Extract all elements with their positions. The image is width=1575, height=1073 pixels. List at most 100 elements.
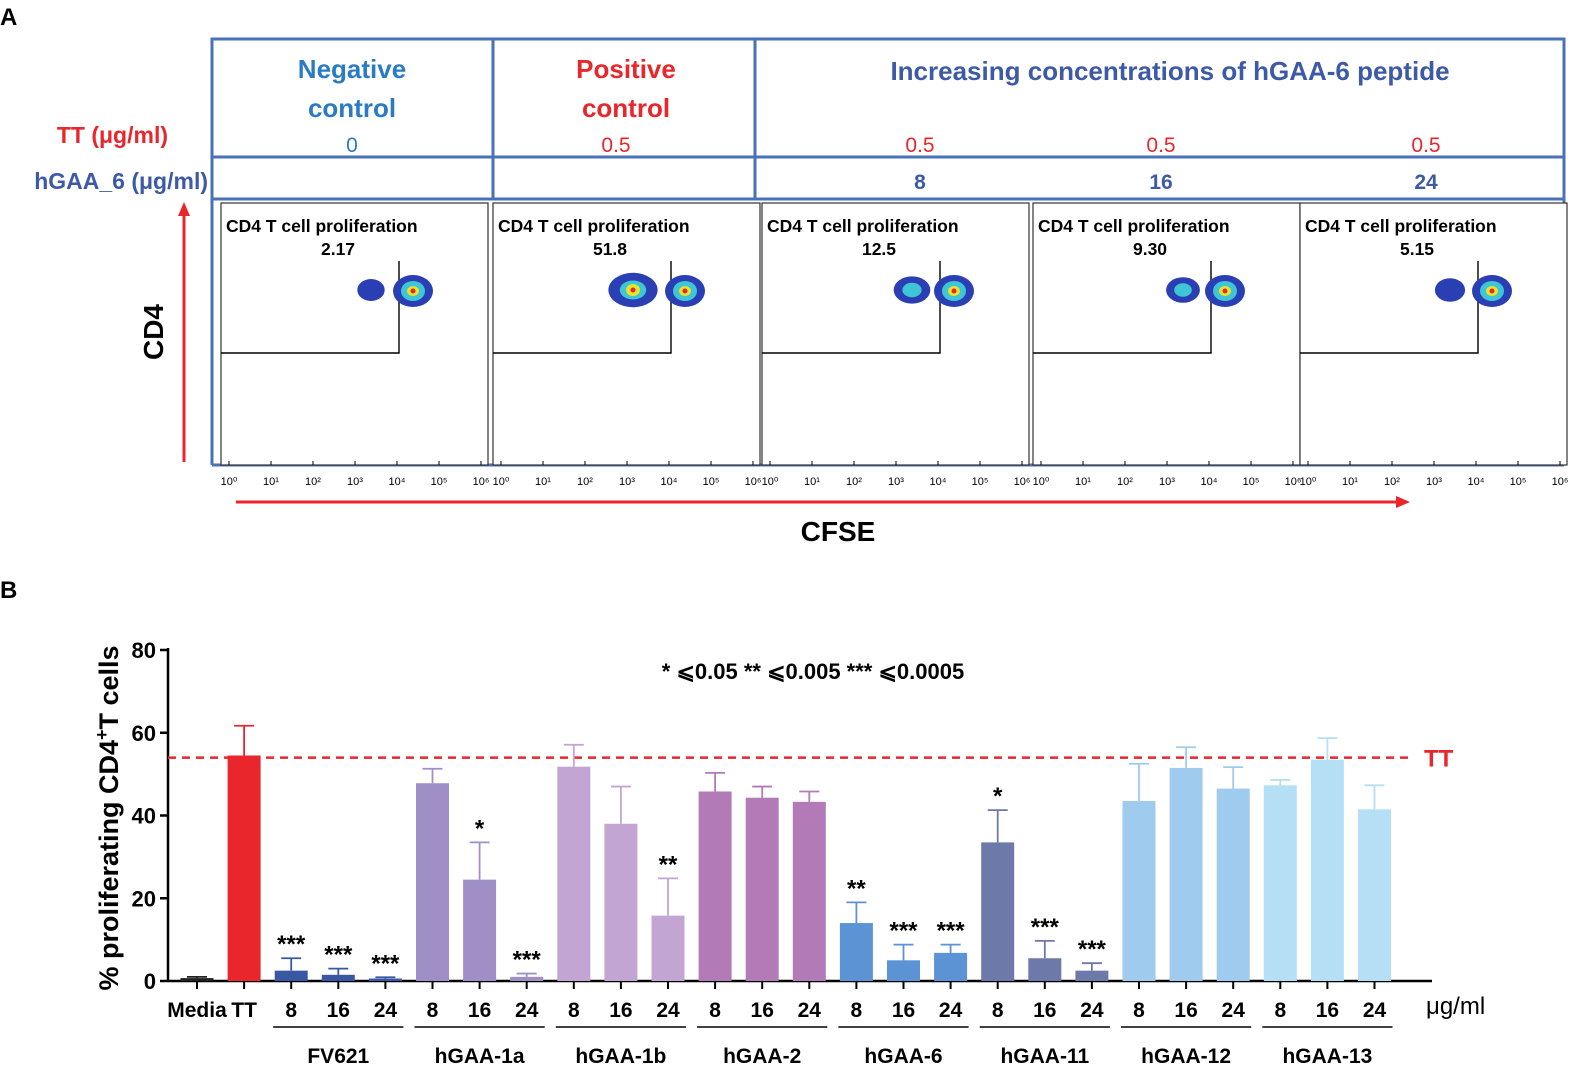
header-positive-line2: control bbox=[582, 93, 670, 123]
significance-marker: *** bbox=[513, 947, 542, 974]
x-tick-label: 10² bbox=[846, 476, 862, 488]
significance-marker: * bbox=[993, 783, 1003, 810]
x-tick-label: 8 bbox=[709, 999, 721, 1022]
panel-a-label: A bbox=[0, 4, 17, 31]
x-tick-label: 10⁰ bbox=[1300, 476, 1317, 488]
x-tick-label: 10³ bbox=[1159, 476, 1175, 488]
x-tick-label: 10⁵ bbox=[972, 476, 989, 488]
bar bbox=[1263, 785, 1297, 981]
header-negative-line2: control bbox=[308, 93, 396, 123]
row-label-hgaa6: hGAA_6 (μg/ml) bbox=[34, 168, 208, 194]
parent-population-peak bbox=[410, 288, 416, 294]
x-tick-label: 8 bbox=[851, 999, 863, 1022]
tt-value: 0.5 bbox=[1411, 134, 1440, 157]
tt-value: 0.5 bbox=[601, 134, 630, 157]
bar bbox=[698, 791, 732, 981]
x-tick-label: 10⁶ bbox=[1285, 476, 1302, 488]
x-tick-label: 8 bbox=[285, 999, 297, 1022]
flow-plot-frame bbox=[1299, 202, 1568, 466]
x-tick-label: 10⁰ bbox=[1033, 476, 1050, 488]
x-tick-label: 16 bbox=[1033, 999, 1056, 1022]
significance-legend: * ⩽0.05 ** ⩽0.005 *** ⩽0.0005 bbox=[662, 659, 964, 684]
bar bbox=[934, 952, 968, 981]
bar bbox=[227, 755, 261, 981]
condition-values: 0 0.5 0.5 8 0.5 16 0.5 24 bbox=[346, 134, 1440, 194]
group-label: hGAA-2 bbox=[723, 1045, 801, 1068]
significance-marker: *** bbox=[1078, 936, 1107, 963]
header-positive-line1: Positive bbox=[576, 54, 676, 84]
bar bbox=[180, 978, 214, 981]
bar bbox=[792, 801, 826, 981]
parent-population-peak bbox=[951, 288, 957, 294]
y-tick-label: 80 bbox=[132, 638, 156, 663]
x-tick-label: 10⁶ bbox=[1552, 476, 1569, 488]
x-tick-label: 10⁵ bbox=[1510, 476, 1527, 488]
bar bbox=[510, 976, 544, 981]
x-tick-label: 24 bbox=[798, 999, 822, 1022]
x-tick-label: Media bbox=[167, 999, 227, 1022]
group-label: hGAA-1b bbox=[575, 1045, 666, 1068]
x-tick-label: 24 bbox=[1080, 999, 1104, 1022]
flow-plot: CD4 T cell proliferation 5.15 10⁰ 10¹ 10² 10³… bbox=[1299, 202, 1569, 488]
divided-population-mid bbox=[1174, 283, 1192, 297]
bar bbox=[981, 842, 1015, 981]
x-tick-label: 10⁰ bbox=[221, 476, 238, 488]
significance-marker: *** bbox=[1031, 914, 1060, 941]
x-tick-label: 10⁴ bbox=[930, 476, 947, 488]
gate-percent: 2.17 bbox=[321, 239, 355, 259]
x-tick-label: 16 bbox=[751, 999, 774, 1022]
x-tick-label: 10² bbox=[305, 476, 321, 488]
divided-population-peak bbox=[630, 287, 636, 293]
cd4-axis-arrowhead bbox=[178, 202, 190, 216]
bar bbox=[887, 960, 920, 981]
cd4-axis-label: CD4 bbox=[138, 304, 169, 360]
flow-plot: CD4 T cell proliferation 12.5 10⁰ 10¹ 10² 10³… bbox=[761, 202, 1031, 488]
bar bbox=[368, 978, 402, 981]
x-tick-label: 8 bbox=[568, 999, 580, 1022]
y-tick-label: 60 bbox=[132, 721, 156, 746]
tt-value: 0.5 bbox=[905, 134, 934, 157]
y-axis-label: % proliferating CD4+T cells bbox=[92, 645, 124, 990]
gate-percent: 51.8 bbox=[593, 239, 627, 259]
tt-value: 0 bbox=[346, 134, 358, 157]
flow-plot: CD4 T cell proliferation 2.17 10⁰ 10¹ 10² 10³… bbox=[220, 202, 489, 488]
x-tick-label: 10³ bbox=[888, 476, 904, 488]
bar bbox=[1216, 788, 1250, 981]
group-label: hGAA-13 bbox=[1282, 1045, 1372, 1068]
x-tick-label: 10¹ bbox=[1342, 476, 1358, 488]
gate-title: CD4 T cell proliferation bbox=[1305, 216, 1497, 236]
x-tick-label: 10⁴ bbox=[661, 476, 678, 488]
bar bbox=[1075, 970, 1109, 981]
x-tick-label: 16 bbox=[1316, 999, 1339, 1022]
x-tick-label: 10³ bbox=[347, 476, 363, 488]
x-tick-label: 10² bbox=[1117, 476, 1133, 488]
significance-marker: * bbox=[475, 815, 485, 842]
flow-plot-frame bbox=[761, 202, 1030, 466]
panel-a: A Negative control Positive control Incr… bbox=[0, 4, 1568, 547]
tt-value: 0.5 bbox=[1146, 134, 1175, 157]
hgaa6-value: 16 bbox=[1149, 171, 1172, 194]
significance-marker: ** bbox=[659, 851, 678, 878]
header-increasing: Increasing concentrations of hGAA-6 pept… bbox=[890, 56, 1449, 86]
bar bbox=[416, 783, 449, 981]
divided-population bbox=[357, 279, 385, 301]
y-tick-label: 40 bbox=[132, 804, 156, 829]
x-tick-label: 24 bbox=[656, 999, 680, 1022]
bar bbox=[1169, 767, 1203, 981]
x-tick-label: 10⁶ bbox=[1014, 476, 1031, 488]
gate-percent: 5.15 bbox=[1400, 239, 1434, 259]
significance-marker: *** bbox=[324, 942, 353, 969]
x-tick-label: 24 bbox=[515, 999, 539, 1022]
divided-population-mid bbox=[902, 282, 922, 298]
hgaa6-value: 24 bbox=[1414, 171, 1438, 194]
x-tick-label: 16 bbox=[609, 999, 632, 1022]
gate-title: CD4 T cell proliferation bbox=[767, 216, 959, 236]
header-frame bbox=[210, 37, 1566, 201]
gate-title: CD4 T cell proliferation bbox=[1038, 216, 1230, 236]
bar bbox=[1122, 801, 1156, 981]
gate-percent: 12.5 bbox=[862, 239, 896, 259]
bar bbox=[839, 923, 873, 981]
bar bbox=[1358, 809, 1391, 981]
x-tick-label: 10⁴ bbox=[1201, 476, 1218, 488]
